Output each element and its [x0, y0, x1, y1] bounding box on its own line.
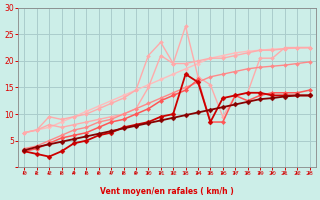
X-axis label: Vent moyen/en rafales ( km/h ): Vent moyen/en rafales ( km/h ) — [100, 187, 234, 196]
